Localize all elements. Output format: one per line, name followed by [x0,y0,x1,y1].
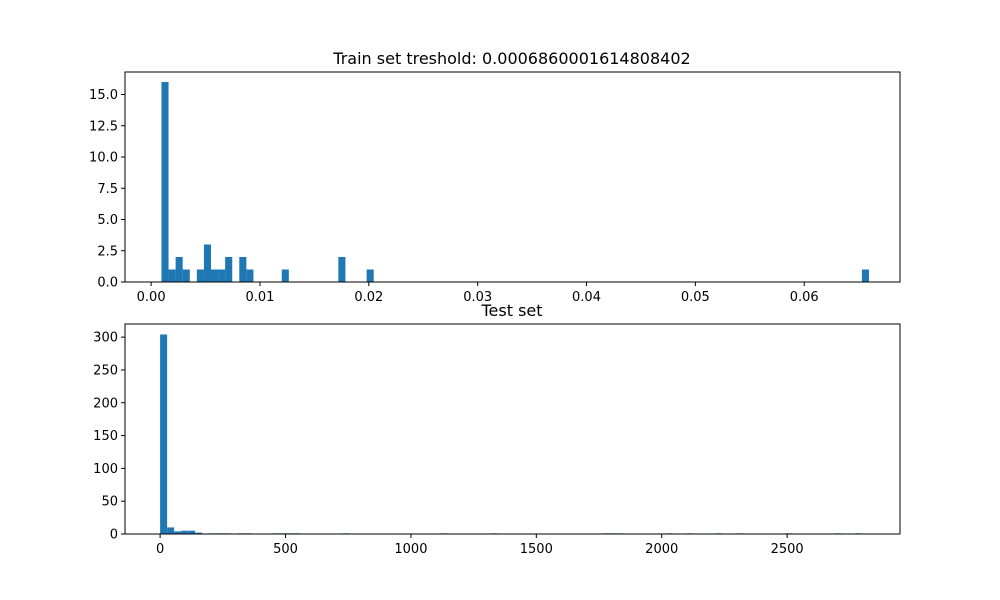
train-plot-frame [124,71,901,283]
train-bars [161,82,869,282]
test-y-tick-label: 100 [93,462,118,477]
train-histogram-bar [225,257,233,282]
test-histogram-bar [174,531,182,535]
train-histogram-bar [203,244,211,282]
test-histogram-bar [188,530,196,534]
train-y-axis-ticks: 0.0 2.5 5.0 7.5 10.0 12.5 15.0 [89,88,125,291]
train-histogram-bar [175,257,183,282]
test-x-tick-label: 2000 [645,542,678,557]
test-x-tick-label: 500 [273,542,298,557]
train-x-tick-label: 0.06 [790,290,819,305]
train-histogram-bar [182,269,190,282]
test-y-tick-label: 150 [93,429,118,444]
test-y-tick-label: 300 [93,331,118,346]
test-y-tick-label: 200 [93,396,118,411]
train-histogram-bar [861,269,869,282]
train-histogram-bar [218,269,226,282]
train-y-tick-label: 10.0 [89,151,118,166]
train-histogram-bar [161,82,169,282]
test-plot-frame [124,323,901,535]
test-y-axis-ticks: 0 50 100 150 200 250 300 [93,331,125,543]
train-histogram-bar [246,269,254,282]
train-y-tick-label: 0.0 [97,276,118,291]
train-chart-title: Train set treshold: 0.000686000161480840… [332,49,690,68]
train-x-tick-label: 0.05 [681,290,710,305]
test-histogram-bar [167,527,175,534]
test-x-axis-ticks: 0 500 1000 1500 2000 2500 [156,534,804,557]
train-y-tick-label: 2.5 [97,244,118,259]
train-set-histogram: Train set treshold: 0.000686000161480840… [89,49,901,305]
test-x-tick-label: 0 [156,542,164,557]
train-y-tick-label: 15.0 [89,88,118,103]
train-x-tick-label: 0.02 [354,290,383,305]
test-chart-title: Test set [480,301,542,320]
train-x-tick-label: 0.01 [245,290,274,305]
train-histogram-bar [168,269,176,282]
train-histogram-bar [281,269,289,282]
test-histogram-bar [160,334,168,534]
train-histogram-bar [338,257,346,282]
train-histogram-bar [366,269,374,282]
train-y-tick-label: 7.5 [97,182,118,197]
test-x-tick-label: 1000 [394,542,427,557]
train-y-tick-label: 12.5 [89,119,118,134]
test-y-tick-label: 250 [93,363,118,378]
train-histogram-bar [239,257,247,282]
test-x-tick-label: 1500 [520,542,553,557]
test-histogram-bar [181,530,189,534]
test-y-tick-label: 0 [110,528,118,543]
train-x-tick-label: 0.00 [137,290,166,305]
train-histogram-bar [210,269,219,282]
test-set-histogram: Test set 0 500 1000 1500 2000 2500 0 50 100 150 2… [93,301,901,557]
test-y-tick-label: 50 [101,495,118,510]
train-x-axis-ticks: 0.00 0.01 0.02 0.03 0.04 0.05 0.06 [137,282,819,305]
test-x-tick-label: 2500 [771,542,804,557]
train-x-tick-label: 0.03 [463,290,492,305]
test-histogram-bar [195,532,203,534]
train-x-tick-label: 0.04 [572,290,601,305]
train-histogram-bar [196,269,204,282]
train-y-tick-label: 5.0 [97,213,118,228]
